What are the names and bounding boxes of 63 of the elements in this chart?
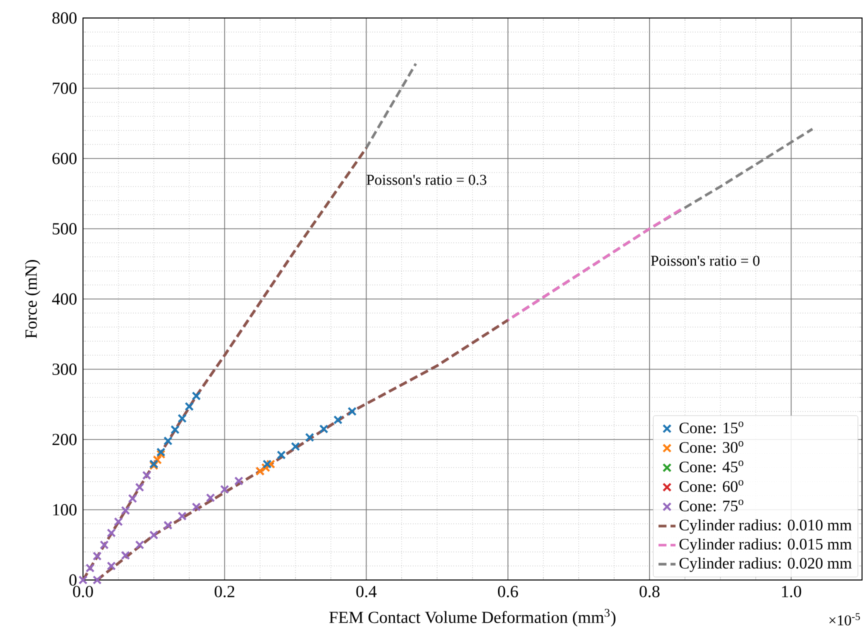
point <box>290 442 300 452</box>
y-tick-label: 200 <box>52 434 77 446</box>
point <box>178 512 187 521</box>
x-tick-label: 0.6 <box>498 586 518 598</box>
point <box>276 450 286 460</box>
point <box>348 406 357 416</box>
point <box>78 575 88 585</box>
point <box>192 502 201 512</box>
legend-label: Cone: 60$^{o}$ <box>679 480 744 492</box>
point <box>305 432 314 442</box>
point <box>319 424 328 434</box>
y-tick-label: 700 <box>52 82 77 94</box>
x-tick-label: 1.0 <box>782 586 802 598</box>
legend-label: Cone: 45$^{o}$ <box>679 460 744 472</box>
legend-label: Cylinder radius: 0.020 mm <box>679 557 852 572</box>
point <box>178 414 187 423</box>
point <box>149 530 158 540</box>
point <box>163 436 173 446</box>
point <box>152 455 162 464</box>
point <box>92 575 102 585</box>
x-tick-label: 0.0 <box>73 586 93 598</box>
point <box>192 391 201 400</box>
y-tick-label: 500 <box>52 223 77 234</box>
annotation: Poisson's ratio = 0.3 <box>366 174 486 185</box>
x-tick-label: 0.2 <box>214 586 234 598</box>
point <box>135 482 144 492</box>
point <box>266 460 276 469</box>
text: ×10$^{-5}$ <box>829 613 860 626</box>
legend-label: Cone: 15$^{o}$ <box>679 422 744 434</box>
y-tick-label: 100 <box>53 504 77 516</box>
point <box>120 550 130 560</box>
legend-label: Cylinder radius: 0.010 mm <box>679 519 852 534</box>
point <box>86 564 95 573</box>
annotation: Poisson's ratio = 0 <box>650 256 760 266</box>
point <box>333 415 342 424</box>
y-tick-label: 300 <box>52 364 77 375</box>
point <box>135 540 144 550</box>
point <box>114 517 123 526</box>
point <box>100 540 109 550</box>
y-tick-label: 0 <box>69 574 77 586</box>
y-tick-label: 400 <box>52 293 77 305</box>
point <box>128 494 138 504</box>
legend-label: Cone: 75$^{o}$ <box>679 500 744 512</box>
point <box>163 520 173 530</box>
point <box>106 561 116 570</box>
point <box>120 506 130 515</box>
point <box>220 484 230 494</box>
point <box>234 476 244 486</box>
x-tick-label: 0.4 <box>356 586 377 598</box>
x-tick-label: 0.8 <box>640 586 660 598</box>
y-axis-title: Force (mN) <box>24 260 40 338</box>
point <box>170 425 180 434</box>
point <box>206 493 216 502</box>
point <box>262 460 272 469</box>
x-axis-title: FEM Contact Volume Deformation (mm$^{3}$) <box>329 608 616 627</box>
point <box>184 402 194 412</box>
legend-label: Cylinder radius: 0.015 mm <box>679 538 852 553</box>
point <box>142 470 152 480</box>
y-tick-label: 600 <box>52 152 77 164</box>
legend-label: Cone: 30$^{o}$ <box>679 441 744 453</box>
point <box>106 528 116 538</box>
point <box>92 552 102 561</box>
y-tick-label: 800 <box>52 12 77 24</box>
